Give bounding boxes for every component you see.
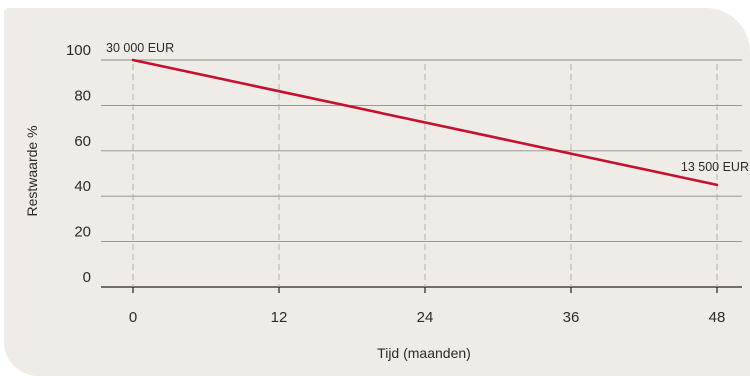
annotations: 30 000 EUR 13 500 EUR (106, 41, 749, 174)
y-tick-label-100: 100 (66, 42, 91, 59)
x-axis-title: Tijd (maanden) (377, 345, 471, 361)
y-tick-label-20: 20 (74, 224, 91, 241)
x-tick-label-12: 12 (271, 309, 288, 326)
y-tick-label-80: 80 (74, 87, 91, 104)
y-tick-label-40: 40 (74, 178, 91, 195)
vertical-gridlines (133, 64, 717, 287)
horizontal-gridlines (101, 60, 742, 287)
y-axis-ticks: 0 20 40 60 80 100 (66, 42, 91, 286)
y-axis-title: Restwaarde % (24, 125, 40, 216)
data-label-0: 30 000 EUR (106, 41, 174, 55)
x-axis-ticks: 0 12 24 36 48 (129, 287, 726, 326)
x-tick-label-24: 24 (417, 309, 434, 326)
data-label-1: 13 500 EUR (681, 160, 749, 174)
x-tick-label-36: 36 (563, 309, 580, 326)
x-tick-label-0: 0 (129, 309, 137, 326)
y-tick-label-60: 60 (74, 133, 91, 150)
y-tick-label-0: 0 (83, 269, 91, 286)
x-tick-label-48: 48 (709, 309, 726, 326)
